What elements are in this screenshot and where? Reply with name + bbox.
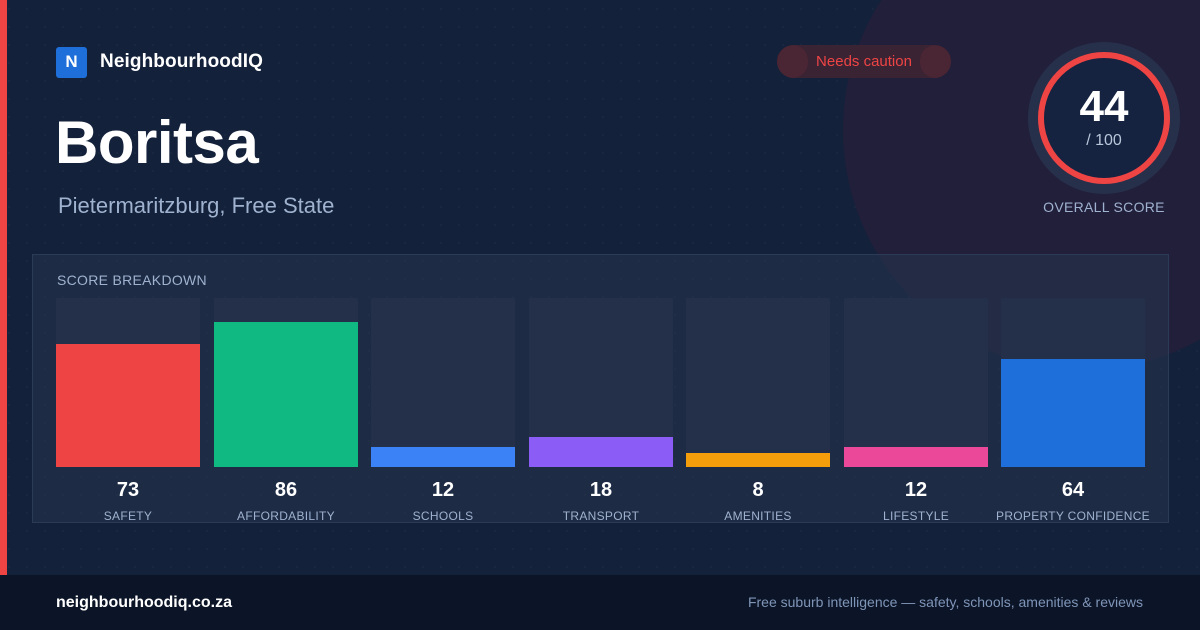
score-bar-fill	[214, 322, 358, 467]
score-bar-fill	[686, 453, 830, 467]
score-bar-label: AMENITIES	[724, 509, 792, 523]
footer-tagline: Free suburb intelligence — safety, schoo…	[747, 594, 1143, 610]
score-ring-progress	[1038, 52, 1170, 184]
badge-cap-left	[777, 45, 808, 78]
score-bar-amenities: 8 AMENITIES	[686, 298, 830, 524]
score-ring	[1028, 42, 1180, 194]
score-bar-label: LIFESTYLE	[882, 509, 950, 523]
score-bar-track	[844, 298, 988, 467]
score-bar-value: 12	[431, 479, 455, 501]
score-breakdown-panel: SCORE BREAKDOWN 73 SAFETY 86 AFFORDABILITY 1…	[32, 254, 1169, 523]
score-bar-safety: 73 SAFETY	[56, 298, 200, 524]
score-bar-label: PROPERTY CONFIDENCE	[996, 509, 1150, 523]
badge-cap-right	[920, 45, 951, 78]
score-bar-fill	[1001, 359, 1145, 467]
score-breakdown-bars: 73 SAFETY 86 AFFORDABILITY 12 SCHOOLS 18 TRANSP…	[33, 255, 1170, 524]
score-bar-label: SAFETY	[103, 509, 153, 523]
accent-stripe	[0, 0, 7, 575]
status-badge-label: Needs caution	[816, 53, 912, 70]
score-breakdown-heading: SCORE BREAKDOWN	[57, 272, 207, 288]
score-bar-fill	[844, 447, 988, 467]
score-bar-value: 12	[904, 479, 928, 501]
overall-score-dial: 44 / 100	[1028, 42, 1180, 194]
score-bar-label: AFFORDABILITY	[237, 509, 335, 523]
overall-score-value: 44	[1079, 82, 1129, 131]
score-bar-value: 73	[116, 479, 140, 501]
score-bar-value: 8	[752, 479, 764, 501]
score-bar-fill	[56, 344, 200, 467]
score-bar-value: 18	[589, 479, 613, 501]
overall-score-max: / 100	[1086, 132, 1122, 149]
score-bar-lifestyle: 12 LIFESTYLE	[844, 298, 988, 524]
score-bar-track	[686, 298, 830, 467]
brand-name: NeighbourhoodIQ	[100, 51, 263, 72]
score-bar-label: SCHOOLS	[412, 509, 474, 523]
suburb-title: Boritsa	[55, 109, 259, 176]
score-bar-value: 64	[1061, 479, 1085, 501]
suburb-location: Pietermaritzburg, Free State	[58, 193, 335, 218]
score-bar-track	[371, 298, 515, 467]
score-bar-track	[214, 298, 358, 467]
score-bar-affordability: 86 AFFORDABILITY	[214, 298, 358, 524]
brand-logo-icon: N	[56, 46, 87, 78]
score-bar-value: 86	[274, 479, 298, 501]
footer: neighbourhoodiq.co.za Free suburb intell…	[0, 575, 1200, 630]
score-bar-fill	[529, 437, 673, 467]
score-bar-label: TRANSPORT	[562, 509, 640, 523]
score-bar-transport: 18 TRANSPORT	[529, 298, 673, 524]
score-bar-property-confidence: 64 PROPERTY CONFIDENCE	[996, 298, 1150, 524]
footer-domain-link[interactable]: neighbourhoodiq.co.za	[56, 594, 232, 611]
score-bar-track	[56, 298, 200, 467]
score-bar-fill	[371, 447, 515, 467]
overall-score-caption: OVERALL SCORE	[1043, 199, 1165, 215]
score-bar-schools: 12 SCHOOLS	[371, 298, 515, 524]
status-badge: Needs caution	[777, 45, 951, 78]
brand[interactable]: N NeighbourhoodIQ	[56, 46, 263, 78]
score-bar-track	[1001, 298, 1145, 467]
score-bar-track	[529, 298, 673, 467]
